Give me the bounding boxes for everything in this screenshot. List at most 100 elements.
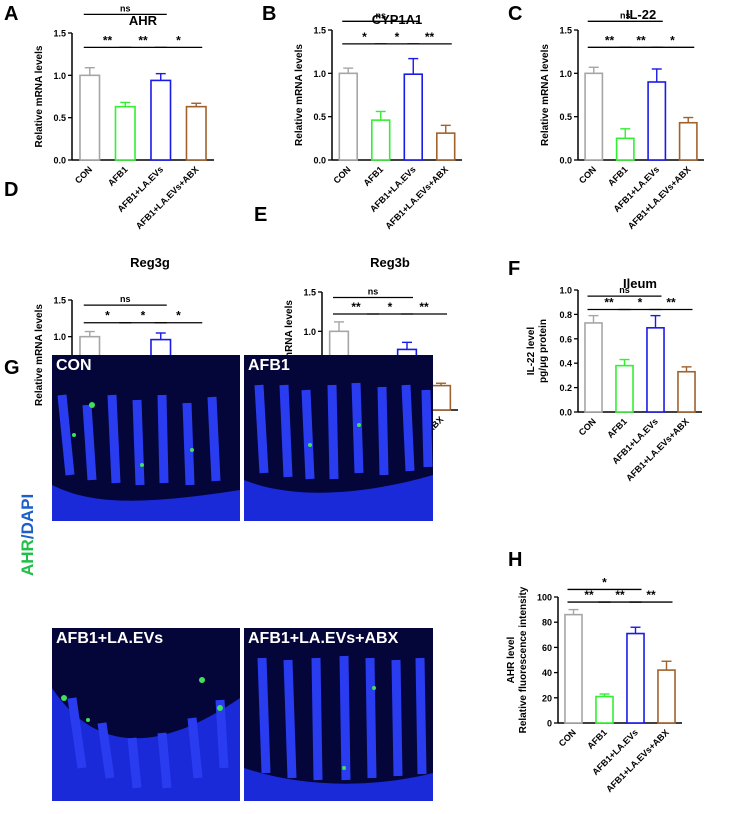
y-tick-label: 20 (542, 693, 552, 703)
y-axis-label: Relative mRNA levels (540, 44, 551, 146)
significance-label: ** (425, 30, 435, 44)
bar-1 (615, 364, 634, 413)
significance-label: ** (419, 300, 429, 314)
tissue-image-con (52, 355, 240, 521)
y-tick-label: 0.2 (559, 383, 572, 393)
micrograph-label-afb1-la-evs-abx: AFB1+LA.EVs+ABX (248, 630, 399, 647)
significance-label: * (176, 309, 181, 323)
significance-label: * (638, 296, 643, 310)
y-tick-label: 0.8 (559, 310, 572, 320)
category-label: AFB1 (106, 164, 130, 188)
panel-letter: C (508, 3, 522, 25)
y-tick-label: 1.5 (53, 296, 66, 306)
y-tick-label: 1.0 (53, 332, 66, 342)
bar-3 (678, 121, 698, 161)
panel-letter: A (4, 3, 18, 25)
significance-label: * (670, 33, 675, 47)
y-tick-label: 60 (542, 643, 552, 653)
y-tick-label: 0.5 (313, 112, 326, 122)
chart-title: AHR (129, 13, 158, 28)
micrograph-con: CON (52, 355, 240, 521)
bar-3 (430, 384, 452, 411)
chart-title: Ileum (623, 276, 657, 291)
bar-2 (646, 327, 665, 413)
y-tick-label: 0 (547, 719, 552, 729)
significance-label: ** (605, 33, 615, 47)
significance-label: ns (619, 285, 630, 295)
bar-1 (615, 137, 635, 161)
micrograph-afb1-la-evs-abx: AFB1+LA.EVs+ABX (244, 628, 433, 801)
significance-label: * (388, 300, 393, 314)
category-label: CON (577, 416, 598, 437)
chart-panel-h: H 0 20 40 60 80 100 AHR level Relative fluoresce… (506, 549, 682, 794)
significance-label: ns (120, 3, 131, 13)
y-axis-label: IL-22 level (526, 327, 537, 376)
y-tick-label: 0.0 (559, 156, 572, 166)
bar-0 (584, 322, 603, 413)
panel-letter: F (508, 258, 520, 280)
stain-label-sep: / (18, 534, 37, 540)
chart-panel-b: B CYP1A1 0.0 0.5 1.0 1.5 Relative mRNA levels C… (262, 3, 462, 231)
bar-1 (595, 695, 614, 724)
bar-1 (114, 105, 136, 161)
significance-label: * (176, 33, 181, 47)
category-label: CON (73, 164, 94, 185)
significance-label: ** (138, 33, 148, 47)
y-tick-label: 0.5 (53, 113, 66, 123)
y-axis-label: Relative mRNA levels (34, 45, 45, 147)
significance-label: ** (646, 588, 656, 602)
y-tick-label: 0.5 (559, 112, 572, 122)
category-label: AFB1+LA.EVs+ABX (134, 164, 201, 231)
micrograph-afb1: AFB1 (244, 355, 433, 521)
bar-0 (564, 613, 583, 724)
significance-label: ** (351, 300, 361, 314)
category-label: AFB1 (585, 727, 609, 751)
bar-2 (403, 73, 423, 161)
y-tick-label: 0.6 (559, 334, 572, 344)
significance-label: ** (615, 588, 625, 602)
micrograph-afb1-la-evs: AFB1+LA.EVs (52, 628, 240, 801)
category-label: AFB1 (605, 416, 629, 440)
micrograph-label-afb1-la-evs: AFB1+LA.EVs (56, 630, 164, 647)
y-tick-label: 1.0 (303, 327, 316, 337)
y-tick-label: 1.5 (53, 29, 66, 39)
y-axis-label: Relative mRNA levels (294, 44, 305, 146)
significance-label: * (141, 309, 146, 323)
tissue-image-afb1-la-evs (52, 628, 240, 801)
significance-label: * (362, 30, 367, 44)
y-tick-label: 1.0 (559, 286, 572, 296)
stain-label-green: AHR (18, 539, 37, 576)
chart-title: Reg3g (130, 255, 170, 270)
bar-2 (647, 81, 667, 161)
y-tick-label: 1.5 (559, 26, 572, 36)
bar-1 (371, 119, 391, 161)
chart-title: Reg3b (370, 255, 410, 270)
y-tick-label: 1.0 (313, 69, 326, 79)
y-tick-label: 40 (542, 668, 552, 678)
significance-label: ** (666, 296, 676, 310)
stain-label: AHR/DAPI (18, 494, 38, 576)
y-tick-label: 1.0 (559, 69, 572, 79)
category-label: CON (557, 727, 578, 748)
chart-panel-a: A AHR 0.0 0.5 1.0 1.5 Relative mRNA levels CON A… (4, 3, 214, 231)
significance-label: ** (604, 296, 614, 310)
y-tick-label: 1.0 (53, 71, 66, 81)
y-axis-label: AHR level (506, 636, 517, 683)
panel-letter: B (262, 3, 276, 25)
category-label: AFB1+LA.EVs+ABX (624, 416, 691, 483)
y-tick-label: 0.0 (313, 156, 326, 166)
significance-label: ns (368, 287, 379, 297)
bar-2 (150, 79, 172, 161)
panel-letter-g: G (4, 357, 20, 379)
significance-label: * (395, 30, 400, 44)
y-tick-label: 80 (542, 618, 552, 628)
y-axis-label: Relative mRNA levels (284, 300, 295, 402)
significance-label: ** (103, 33, 113, 47)
bar-2 (626, 632, 645, 724)
tissue-image-afb1-la-evs-abx (244, 628, 433, 801)
category-label: AFB1+LA.EVs+ABX (626, 164, 693, 231)
category-label: AFB1 (606, 164, 630, 188)
chart-panel-f: F Ileum 0.0 0.2 0.4 0.6 0.8 1.0 IL-22 level pg/μg… (508, 258, 702, 483)
bar-3 (185, 105, 207, 161)
category-label: CON (331, 164, 352, 185)
